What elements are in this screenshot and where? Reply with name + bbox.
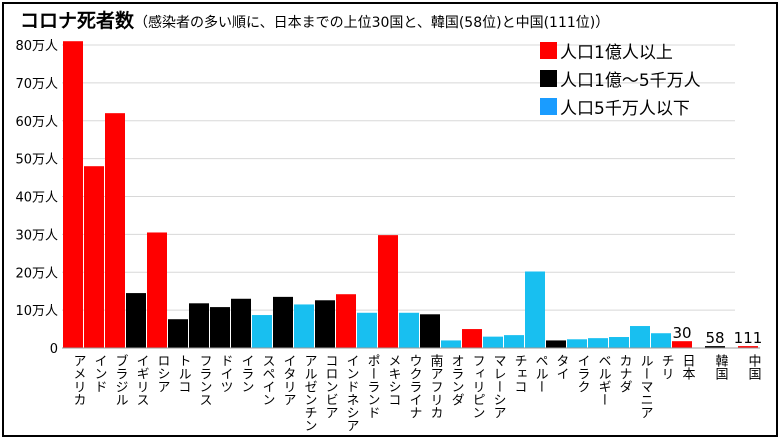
x-tick-label: ドイツ: [218, 354, 233, 393]
x-tick-label: イギリス: [134, 354, 149, 406]
bar-中国: [738, 346, 758, 348]
x-tick-label: 南アフリカ: [428, 353, 444, 419]
x-tick-label: フランス: [197, 354, 212, 406]
bar-インドネシア: [336, 294, 356, 348]
bar-南アフリカ: [420, 314, 440, 348]
rank-label: 58: [705, 329, 724, 347]
x-tick-label: オランダ: [449, 354, 464, 406]
x-tick-label: ベルギー: [596, 354, 612, 406]
title-sub: （感染者の多い順に、日本までの上位30国と、韓国(58位)と中国(111位)）: [134, 15, 610, 31]
bar-メキシコ: [378, 235, 398, 348]
x-tick-label: ブラジル: [113, 353, 128, 406]
legend-label: 人口1億人以上: [560, 42, 673, 63]
x-tick-label: イラン: [239, 354, 254, 393]
x-tick-label: ロシア: [155, 354, 170, 393]
bar-オランダ: [441, 340, 461, 348]
legend-label: 人口1億～5千万人: [560, 70, 701, 91]
bar-ウクライナ: [399, 312, 419, 348]
bar-アルゼンチン: [294, 304, 314, 348]
bar-ポーランド: [357, 312, 377, 348]
x-tick-label: フィリピン: [470, 354, 485, 419]
bar-ペルー: [525, 271, 545, 348]
bar-ドイツ: [210, 307, 230, 348]
y-tick-label: 50万人: [15, 153, 58, 168]
x-tick-label: チリ: [659, 354, 674, 380]
bar-ルーマニア: [630, 326, 650, 348]
x-tick-label: ルーマニア: [638, 354, 653, 419]
y-tick-label: 80万人: [15, 39, 58, 54]
x-tick-label: ポーランド: [365, 354, 380, 419]
legend-swatch: [540, 97, 557, 115]
y-tick-label: 10万人: [15, 304, 58, 319]
y-tick-label: 0: [50, 342, 58, 357]
x-tick-label: スペイン: [260, 354, 276, 406]
x-tick-label: インドネシア: [344, 354, 359, 432]
x-tick-label: チェコ: [512, 354, 527, 393]
legend-item-mid: 人口1億～5千万人: [540, 64, 701, 92]
legend-swatch: [540, 41, 557, 59]
x-tick-label: ペルー: [533, 354, 549, 393]
bar-ブラジル: [105, 113, 125, 348]
legend-item-large: 人口1億人以上: [540, 36, 701, 64]
bar-イラン: [231, 298, 251, 348]
bar-ベルギー: [588, 338, 608, 348]
bar-アメリカ: [63, 41, 83, 349]
x-tick-label: ウクライナ: [407, 354, 422, 419]
y-tick-label: 40万人: [15, 191, 58, 206]
x-tick-label: アルゼンチン: [302, 354, 318, 432]
legend-label: 人口5千万人以下: [560, 98, 690, 119]
y-tick-label: 60万人: [15, 115, 58, 130]
bar-イタリア: [273, 296, 293, 348]
bar-イギリス: [126, 293, 146, 348]
chart-frame: [2, 2, 778, 437]
bar-日本: [672, 341, 692, 348]
x-tick-label: イラク: [575, 354, 590, 393]
bar-イラク: [567, 339, 587, 348]
y-tick-label: 70万人: [15, 77, 58, 92]
x-tick-label: アメリカ: [71, 354, 86, 406]
bar-カナダ: [609, 337, 629, 348]
x-tick-label: 中国: [746, 354, 761, 380]
rank-label: 111: [734, 329, 763, 347]
bar-韓国: [705, 346, 725, 348]
x-tick-label: コロンビア: [323, 354, 338, 419]
legend: 人口1億人以上 人口1億～5千万人 人口5千万人以下: [540, 36, 701, 120]
rank-label: 30: [672, 324, 691, 342]
x-tick-label: イタリア: [281, 354, 296, 406]
bar-マレーシア: [483, 336, 503, 348]
bar-チェコ: [504, 335, 524, 348]
chart-title: コロナ死者数（感染者の多い順に、日本までの上位30国と、韓国(58位)と中国(1…: [20, 6, 609, 33]
x-tick-label: マレーシア: [491, 354, 506, 419]
bar-フィリピン: [462, 329, 482, 348]
y-tick-label: 20万人: [15, 266, 58, 281]
bar-フランス: [189, 303, 209, 348]
bar-ロシア: [147, 232, 167, 348]
x-tick-label: メキシコ: [386, 354, 401, 406]
x-tick-label: 韓国: [713, 354, 729, 380]
x-tick-label: カナダ: [617, 354, 632, 393]
x-tick-label: トルコ: [176, 354, 191, 393]
bar-コロンビア: [315, 300, 335, 348]
bar-チリ: [651, 333, 671, 348]
y-tick-label: 30万人: [15, 228, 58, 243]
title-main: コロナ死者数: [20, 10, 135, 32]
bar-インド: [84, 166, 104, 348]
x-tick-label: タイ: [554, 354, 569, 380]
x-tick-label: 日本: [680, 354, 696, 380]
legend-item-small: 人口5千万人以下: [540, 92, 701, 120]
bar-トルコ: [168, 319, 188, 348]
bar-タイ: [546, 340, 566, 348]
x-tick-label: インド: [92, 354, 107, 393]
legend-swatch: [540, 69, 557, 87]
bar-スペイン: [252, 315, 272, 348]
